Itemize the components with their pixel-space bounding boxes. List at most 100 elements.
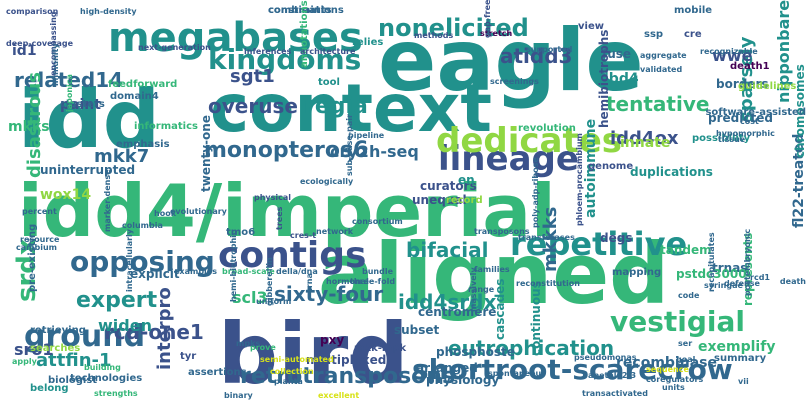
word: japonica	[65, 74, 74, 112]
word: context	[210, 70, 492, 147]
word: physical	[254, 193, 292, 202]
word: intracellularly	[125, 229, 134, 292]
word: nonelicited	[378, 14, 529, 42]
word: degs	[600, 231, 633, 245]
word: building	[84, 363, 121, 372]
word: inferences	[244, 47, 292, 56]
word: repetitive	[510, 225, 688, 263]
word: borders	[716, 77, 769, 91]
word: cascades	[493, 278, 507, 340]
word: eutrophication	[448, 336, 615, 360]
word: postembryonic	[743, 228, 752, 296]
word: idd	[18, 73, 160, 166]
word: uniform	[256, 297, 292, 306]
word: strengths	[94, 389, 138, 398]
word: id1	[12, 43, 37, 59]
word: kingdoms	[208, 43, 362, 76]
word: evolutionary	[170, 207, 227, 216]
word: examples	[174, 267, 217, 276]
word: belong	[30, 383, 69, 394]
word: hemibiotrophs	[597, 29, 611, 128]
word: apply	[12, 357, 37, 366]
word: summary	[714, 353, 767, 364]
word: sgt1	[230, 66, 275, 87]
word: cres-t	[290, 231, 317, 240]
word: trna	[305, 273, 314, 292]
word: phosphoste	[436, 345, 515, 359]
word: software-assisted	[705, 107, 806, 118]
word: phloem-procambium	[575, 133, 584, 226]
word: tmo6	[226, 227, 256, 238]
word: reconstitution	[516, 279, 580, 288]
word: trnas	[712, 261, 748, 275]
word: comparison	[6, 7, 59, 16]
word: planta	[274, 377, 303, 386]
word: atidd3	[500, 44, 573, 68]
word: semi-automated	[260, 355, 334, 364]
word: lbd4	[604, 71, 639, 87]
word: hook	[154, 209, 177, 218]
word: idd4ox	[610, 128, 679, 149]
word: bifacial	[406, 238, 489, 262]
word: network	[316, 227, 354, 236]
word: fuse	[602, 47, 632, 61]
word: eagle	[378, 11, 644, 111]
word: ecologically	[300, 177, 354, 186]
word: massively	[469, 267, 478, 312]
word: emphasis	[116, 139, 170, 150]
word: physiology	[426, 373, 500, 387]
word: transactivated	[582, 389, 648, 398]
word: death1	[730, 61, 770, 72]
word: curators	[420, 179, 477, 193]
word: mkks	[8, 119, 50, 135]
word: combinations	[268, 5, 344, 16]
word: ground	[24, 319, 146, 354]
word: binary	[224, 391, 253, 400]
word: informatics	[134, 121, 198, 132]
word: tandem	[660, 243, 712, 257]
word: methods	[414, 31, 454, 40]
word: constraints	[268, 5, 332, 16]
word: centromere	[418, 305, 497, 319]
word: mkk7	[94, 146, 150, 167]
word: mobile	[674, 5, 713, 16]
word: families	[474, 265, 510, 274]
word: tyr	[180, 351, 197, 362]
word: relies	[352, 37, 384, 48]
word: annotations	[299, 0, 310, 68]
word: cost	[740, 117, 759, 126]
word: widen	[98, 316, 152, 335]
word: megabases	[108, 15, 363, 61]
word: tissue	[718, 135, 746, 144]
word: monopteros6	[204, 138, 369, 163]
word: poly-adp-ribose	[531, 157, 540, 228]
word: exemplify	[698, 339, 776, 355]
word: recombinase	[616, 355, 717, 371]
word: expert	[76, 288, 158, 313]
word: next-generation	[138, 43, 211, 52]
word: immunity	[51, 43, 60, 86]
word: feedforward	[108, 79, 178, 90]
word: contigs	[218, 235, 367, 276]
word: shortroot-scarecrow	[412, 353, 733, 386]
word: wwe	[712, 46, 753, 65]
word: bird	[218, 305, 409, 403]
word: arranged	[416, 361, 478, 375]
word: cambium	[16, 243, 57, 252]
word: biologist	[48, 375, 98, 386]
word: range	[468, 285, 495, 294]
word: hormonal	[326, 277, 369, 286]
word: bundle	[362, 267, 394, 276]
word: unequal	[412, 193, 467, 207]
word: aligned	[318, 225, 670, 323]
word: mkk-mpk	[354, 343, 407, 354]
word: pxy	[320, 333, 345, 347]
word: revolution	[518, 123, 576, 134]
word: gap-free	[483, 0, 492, 39]
word: subset	[394, 323, 440, 337]
word: defense	[724, 279, 760, 288]
word: spontaneous	[488, 369, 546, 378]
word: wox14	[40, 187, 92, 203]
word: twenty-one	[199, 115, 213, 192]
